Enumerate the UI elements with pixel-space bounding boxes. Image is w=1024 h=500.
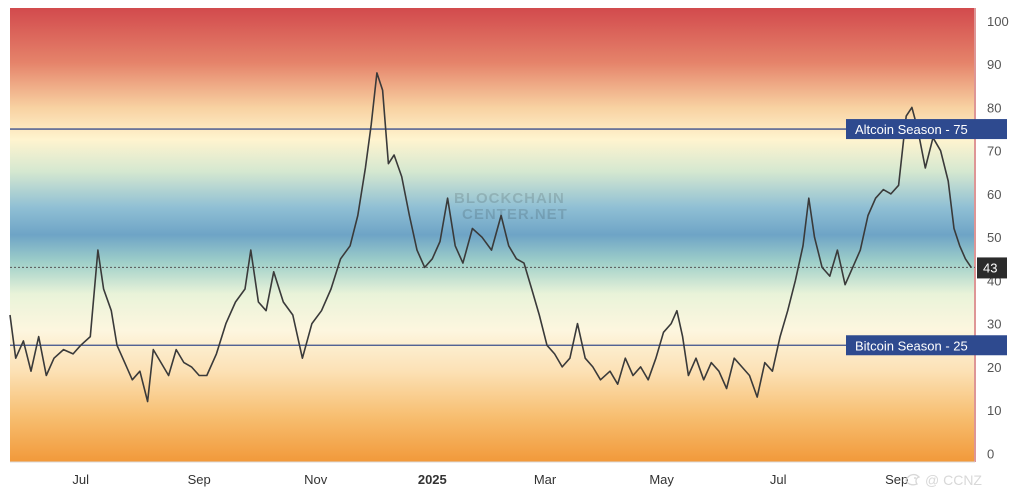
x-tick-label: Nov bbox=[304, 472, 328, 487]
y-tick-label: 70 bbox=[987, 144, 1001, 159]
current-value-badge: 43 bbox=[977, 257, 1007, 279]
x-tick-label: Jul bbox=[72, 472, 89, 487]
x-tick-label: Jul bbox=[770, 472, 787, 487]
threshold-badge-box bbox=[846, 335, 1007, 356]
plot-background bbox=[10, 8, 974, 462]
current-value-badge-box bbox=[977, 257, 1007, 279]
current-value-label: 43 bbox=[983, 260, 997, 275]
y-tick-label: 90 bbox=[987, 57, 1001, 72]
x-tick-label: 2025 bbox=[418, 472, 447, 487]
watermark-line-1: BLOCKCHAIN bbox=[454, 190, 565, 207]
x-tick-label: Sep bbox=[885, 472, 908, 487]
threshold-badges: Altcoin Season - 75 Bitcoin Season - 25 bbox=[846, 119, 1007, 356]
bird-logo-icon bbox=[905, 473, 921, 486]
y-tick-label: 80 bbox=[987, 100, 1001, 115]
x-tick-label: Sep bbox=[188, 472, 211, 487]
y-tick-label: 100 bbox=[987, 14, 1009, 29]
threshold-badge-box bbox=[846, 119, 1007, 140]
threshold-badge-label: Bitcoin Season - 25 bbox=[855, 338, 968, 353]
x-tick-label: Mar bbox=[534, 472, 557, 487]
y-tick-label: 20 bbox=[987, 360, 1001, 375]
x-tick-labels: Jul Sep Nov 2025 Mar May Jul Sep bbox=[72, 472, 908, 487]
threshold-badge-label: Altcoin Season - 75 bbox=[855, 122, 968, 137]
threshold-lines bbox=[10, 128, 975, 346]
x-tick-label: May bbox=[649, 472, 674, 487]
y-tick-label: 0 bbox=[987, 446, 994, 461]
y-tick-label: 60 bbox=[987, 187, 1001, 202]
watermark-line-2: CENTER.NET bbox=[462, 206, 568, 223]
credit: @ CCNZ bbox=[905, 472, 982, 488]
y-tick-label: 10 bbox=[987, 403, 1001, 418]
y-tick-label: 30 bbox=[987, 317, 1001, 332]
credit-text: @ CCNZ bbox=[925, 472, 982, 488]
y-tick-label: 50 bbox=[987, 230, 1001, 245]
watermark: BLOCKCHAIN CENTER.NET bbox=[454, 190, 568, 223]
altcoin-season-index-line bbox=[9, 72, 972, 403]
x-axis-band bbox=[0, 462, 1024, 500]
